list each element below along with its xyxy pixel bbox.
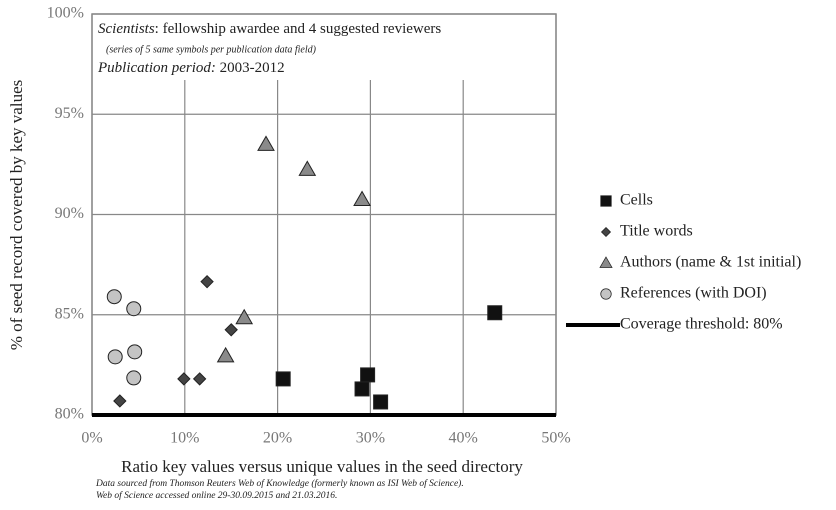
data-point: [200, 274, 214, 289]
data-point: [106, 289, 122, 305]
legend-marker: [600, 195, 612, 207]
data-point: [487, 305, 503, 321]
y-tick-label: 95%: [55, 105, 84, 122]
data-point: [298, 160, 317, 176]
data-point: [257, 135, 275, 151]
annotation: Publication period: 2003-2012: [97, 60, 285, 76]
legend-label: Authors (name & 1st initial): [620, 254, 801, 271]
x-tick-label: 40%: [449, 430, 478, 447]
x-tick-label: 20%: [263, 430, 292, 447]
x-tick-label: 30%: [356, 430, 385, 447]
data-point: [127, 344, 143, 360]
data-point: [126, 370, 142, 386]
x-tick-label: 10%: [170, 430, 199, 447]
data-point: [360, 367, 376, 383]
legend-label: Cells: [620, 192, 653, 209]
legend-label: References (with DOI): [620, 285, 767, 302]
y-tick-label: 85%: [55, 305, 84, 322]
legend-marker: [600, 288, 612, 300]
annotation: (series of 5 same symbols per publicatio…: [106, 44, 317, 55]
annotation-text: : fellowship awardee and 4 suggested rev…: [155, 21, 442, 37]
data-point: [107, 349, 123, 365]
y-tick-label: 90%: [55, 205, 84, 222]
annotation-text: 2003-2012: [216, 60, 285, 76]
legend-label: Coverage threshold: 80%: [620, 316, 783, 333]
y-tick-label: 100%: [47, 5, 84, 22]
x-axis-label: Ratio key values versus unique values in…: [121, 457, 523, 476]
data-point: [354, 381, 370, 397]
data-point: [373, 394, 389, 410]
annotation-italic: Publication period:: [97, 60, 216, 76]
source-note: Data sourced from Thomson Reuters Web of…: [95, 478, 464, 489]
y-axis-label: % of seed record covered by key values: [7, 80, 26, 350]
source-note: Web of Science accessed online 29-30.09.…: [96, 490, 337, 501]
x-tick-label: 50%: [541, 430, 570, 447]
legend-label: Title words: [620, 223, 693, 240]
data-point: [275, 371, 291, 387]
data-point: [113, 394, 127, 408]
legend-marker: [600, 226, 612, 238]
annotation-italic: Scientists: [98, 21, 155, 37]
legend-marker: [599, 256, 613, 268]
data-point: [224, 323, 238, 337]
data-point: [126, 301, 142, 317]
data-point: [177, 372, 191, 386]
data-point: [235, 308, 254, 325]
data-point: [353, 190, 371, 206]
annotation: Scientists: fellowship awardee and 4 sug…: [98, 21, 441, 37]
x-tick-label: 0%: [81, 430, 102, 447]
data-point: [216, 346, 235, 363]
data-point: [192, 372, 207, 386]
y-tick-label: 80%: [55, 406, 84, 423]
